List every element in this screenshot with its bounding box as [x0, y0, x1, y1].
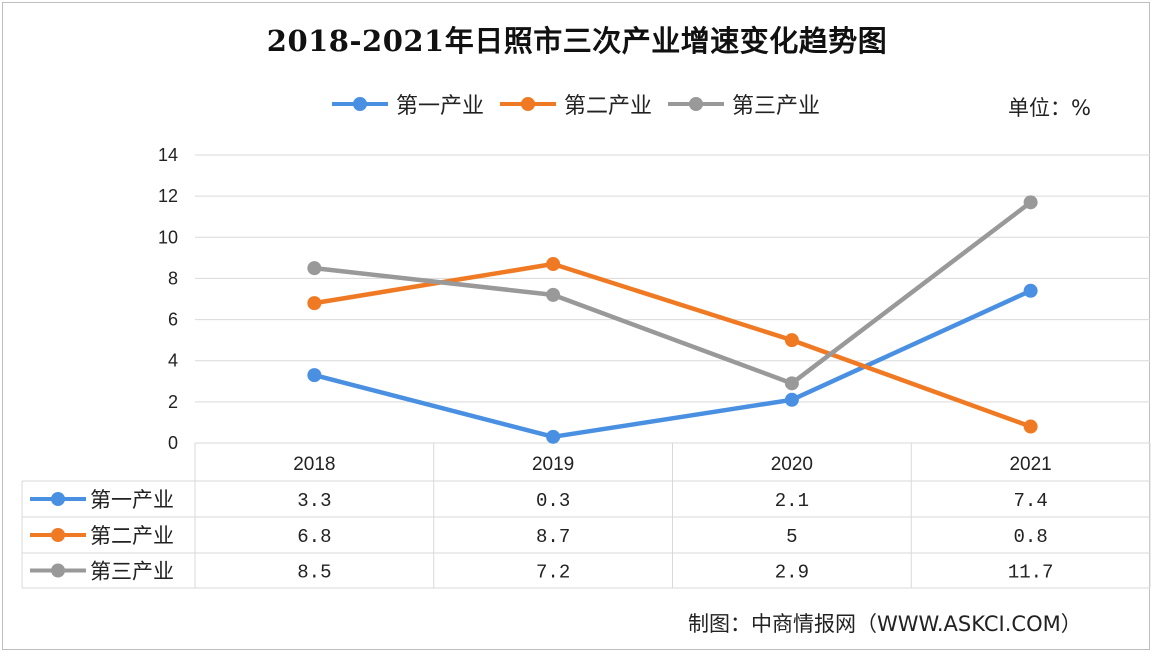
data-point [784, 392, 799, 407]
legend-marker-primary [332, 97, 388, 111]
table-row-dot-marker [51, 563, 65, 578]
legend: 第一产业 第二产业 第三产业 [330, 88, 834, 120]
y-tick-label: 0 [168, 433, 178, 453]
data-point [1023, 283, 1038, 298]
table-row-dot-marker [51, 528, 65, 542]
legend-item-tertiary: 第三产业 [666, 88, 820, 120]
data-point [307, 261, 322, 276]
series-line [312, 200, 1033, 386]
data-point [784, 376, 799, 391]
source-credit: 制图：中商情报网（WWW.ASKCI.COM） [688, 612, 1082, 636]
legend-marker-tertiary [668, 97, 725, 111]
data-point [546, 429, 561, 444]
table-year-label: 2018 [293, 454, 335, 475]
data-table: 2018 2019 2020 2021 第一产业 3.3 0.3 2.1 7.4 第二产业 6.8 8… [21, 442, 1151, 589]
table-cell-value: 8.7 [536, 526, 570, 548]
series-line [312, 288, 1033, 440]
data-point [1023, 195, 1038, 210]
table-row-label: 第三产业 [90, 560, 174, 584]
data-point [307, 368, 322, 383]
table-year-label: 2019 [532, 454, 574, 475]
y-tick-label: 2 [168, 392, 178, 412]
table-cell-value: 2.9 [775, 562, 809, 584]
y-tick-label: 10 [158, 227, 178, 247]
table-year-label: 2021 [1009, 454, 1051, 475]
data-point [1023, 419, 1038, 434]
y-tick-label: 12 [158, 186, 178, 206]
table-cell-value: 8.5 [297, 562, 331, 584]
legend-marker-secondary [500, 97, 557, 111]
table-cell-value: 0.3 [536, 490, 570, 512]
table-cell-value: 7.2 [536, 562, 570, 584]
table-cell-value: 7.4 [1014, 490, 1048, 512]
table-cell-value: 3.3 [297, 490, 331, 512]
table-cell-value: 11.7 [1008, 562, 1054, 584]
legend-label-secondary: 第二产业 [564, 94, 653, 119]
table-cell-value: 5 [786, 526, 797, 548]
legend-item-primary: 第一产业 [330, 88, 484, 120]
chart-title: 2018-2021年日照市三次产业增速变化趋势图 [266, 24, 888, 58]
data-point [784, 333, 799, 348]
y-tick-label: 4 [168, 351, 178, 371]
table-row-dot-marker [51, 492, 65, 506]
y-tick-label: 6 [168, 310, 178, 330]
table-row-label: 第一产业 [90, 488, 174, 512]
data-point [307, 296, 322, 311]
y-tick-label: 8 [168, 268, 178, 288]
data-point [546, 287, 561, 302]
series-lines [307, 195, 1038, 444]
y-tick-labels: 0 2 4 6 8 10 12 14 [158, 145, 178, 453]
legend-label-tertiary: 第三产业 [732, 94, 821, 119]
table-cell-value: 2.1 [775, 490, 809, 512]
table-year-label: 2020 [771, 454, 813, 475]
table-cell-value: 6.8 [297, 526, 331, 548]
y-tick-label: 14 [158, 145, 178, 165]
table-cell-value: 0.8 [1014, 526, 1048, 548]
table-row-label: 第二产业 [90, 524, 174, 548]
unit-label: 单位：% [1008, 96, 1091, 120]
legend-item-secondary: 第二产业 [498, 88, 652, 120]
data-point [546, 257, 561, 272]
legend-label-primary: 第一产业 [396, 94, 485, 119]
